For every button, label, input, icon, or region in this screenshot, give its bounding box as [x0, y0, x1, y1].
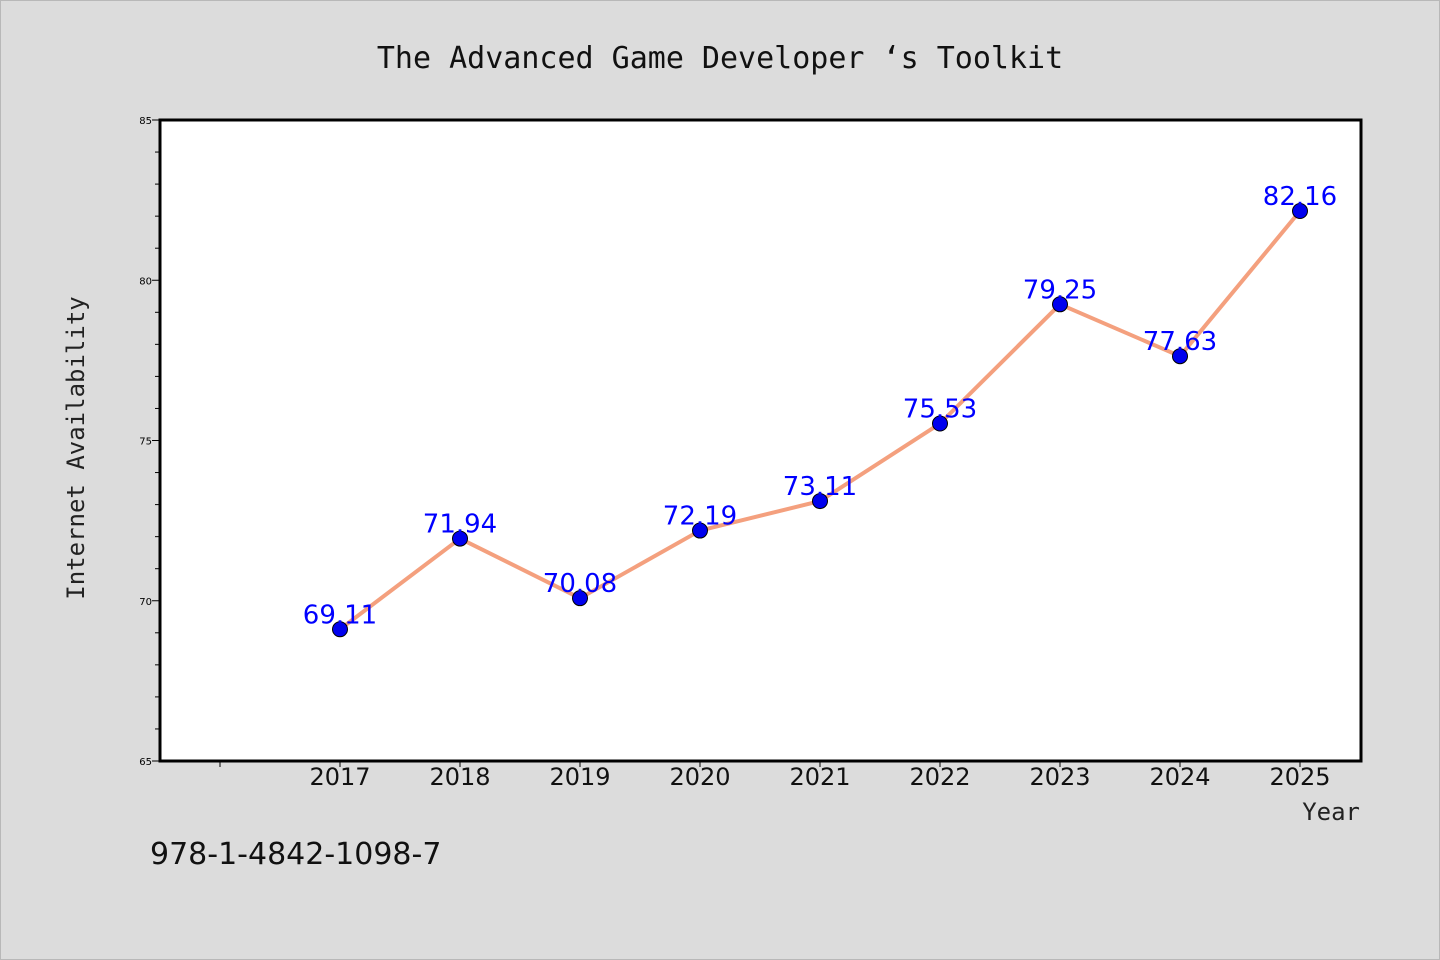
data-point: [452, 530, 468, 547]
data-point: [1292, 203, 1308, 220]
plot-area: [158, 118, 1363, 763]
data-point: [1052, 296, 1068, 313]
data-point: [332, 621, 348, 638]
y-tick-label: 75: [139, 437, 152, 448]
x-tick-label: 2022: [909, 763, 970, 791]
data-label: 69.11: [303, 600, 377, 630]
y-tick-label: 70: [139, 597, 152, 608]
x-axis-label: Year: [1302, 798, 1360, 826]
x-tick-label: 2025: [1269, 763, 1330, 791]
data-point: [932, 415, 948, 432]
x-tick-label: 2021: [789, 763, 850, 791]
data-label: 79.25: [1023, 275, 1097, 305]
y-tick-label: 65: [139, 757, 152, 768]
x-tick-label: 2024: [1149, 763, 1210, 791]
x-tick-label: 2018: [429, 763, 490, 791]
data-label: 75.53: [903, 395, 977, 425]
data-label: 72.19: [663, 502, 737, 532]
data-point: [1172, 348, 1188, 365]
isbn-text: 978-1-4842-1098-7: [150, 837, 441, 872]
x-tick-label: 2020: [669, 763, 730, 791]
series-internet-availability: 69.11 71.94 70.08 72.19 73.11 75.53 79.25 77.63…: [303, 182, 1337, 638]
y-axis: 65 70 75 80 85: [139, 116, 160, 768]
x-tick-label: 2023: [1029, 763, 1090, 791]
x-axis: 2017 2018 2019 2020 2021 2022 2023 2024 2025: [219, 761, 1331, 791]
data-label: 70.08: [543, 569, 617, 599]
data-point: [572, 590, 588, 607]
x-tick-label: 2019: [549, 763, 610, 791]
data-label: 73.11: [783, 472, 857, 502]
data-point: [692, 522, 708, 539]
data-label: 82.16: [1263, 182, 1337, 212]
y-tick-label: 80: [139, 276, 152, 287]
data-label: 71.94: [423, 510, 497, 540]
y-axis-label: Internet Availability: [62, 296, 90, 599]
data-point: [812, 493, 828, 510]
data-label: 77.63: [1143, 327, 1217, 357]
y-tick-label: 85: [139, 116, 152, 127]
chart-title: The Advanced Game Developer ‘s Toolkit: [377, 41, 1063, 76]
x-tick-label: 2017: [309, 763, 370, 791]
